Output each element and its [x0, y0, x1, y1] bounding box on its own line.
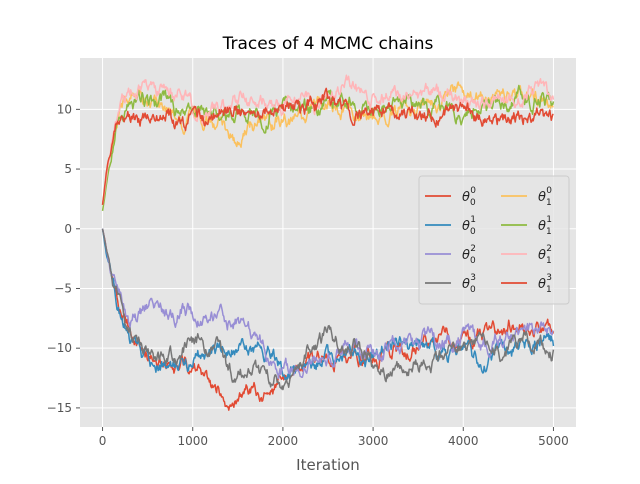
x-tick-label: 5000 — [538, 434, 569, 448]
x-tick-label: 1000 — [177, 434, 208, 448]
series-line-1 — [101, 228, 555, 381]
y-tick-label: −5 — [54, 281, 72, 295]
y-tick-label: 0 — [64, 222, 72, 236]
y-tick-label: −10 — [47, 341, 72, 355]
legend-box — [418, 175, 570, 305]
x-axis-label: Iteration — [296, 456, 360, 474]
y-tick-label: 10 — [57, 102, 72, 116]
legend-entry: θ01 — [462, 215, 476, 237]
legend-entry: θ00 — [462, 186, 476, 208]
series-line-2 — [101, 228, 554, 380]
legend: θ00 θ01 θ02 θ03 θ10 θ11 θ12 θ13 — [418, 175, 570, 305]
legend-entry: θ13 — [538, 273, 552, 295]
y-tick-label: −15 — [47, 401, 72, 415]
chart-title: Traces of 4 MCMC chains — [222, 34, 434, 54]
legend-entry: θ11 — [538, 215, 552, 237]
x-axis-ticks: 0 1000 2000 3000 4000 5000 — [99, 427, 569, 448]
series-line-5 — [101, 84, 555, 211]
series-line-3 — [101, 228, 555, 391]
series-layer — [101, 74, 555, 411]
legend-entry: θ02 — [462, 244, 476, 266]
x-tick-label: 0 — [99, 434, 107, 448]
y-axis-ticks: −15 −10 −5 0 5 10 — [47, 102, 80, 415]
x-tick-label: 4000 — [448, 434, 479, 448]
x-tick-label: 3000 — [358, 434, 389, 448]
x-tick-label: 2000 — [268, 434, 299, 448]
legend-entry: θ12 — [538, 244, 552, 266]
legend-entry: θ03 — [462, 273, 476, 295]
legend-entry: θ10 — [538, 186, 552, 208]
series-line-7 — [101, 87, 554, 205]
y-tick-label: 5 — [64, 162, 72, 176]
